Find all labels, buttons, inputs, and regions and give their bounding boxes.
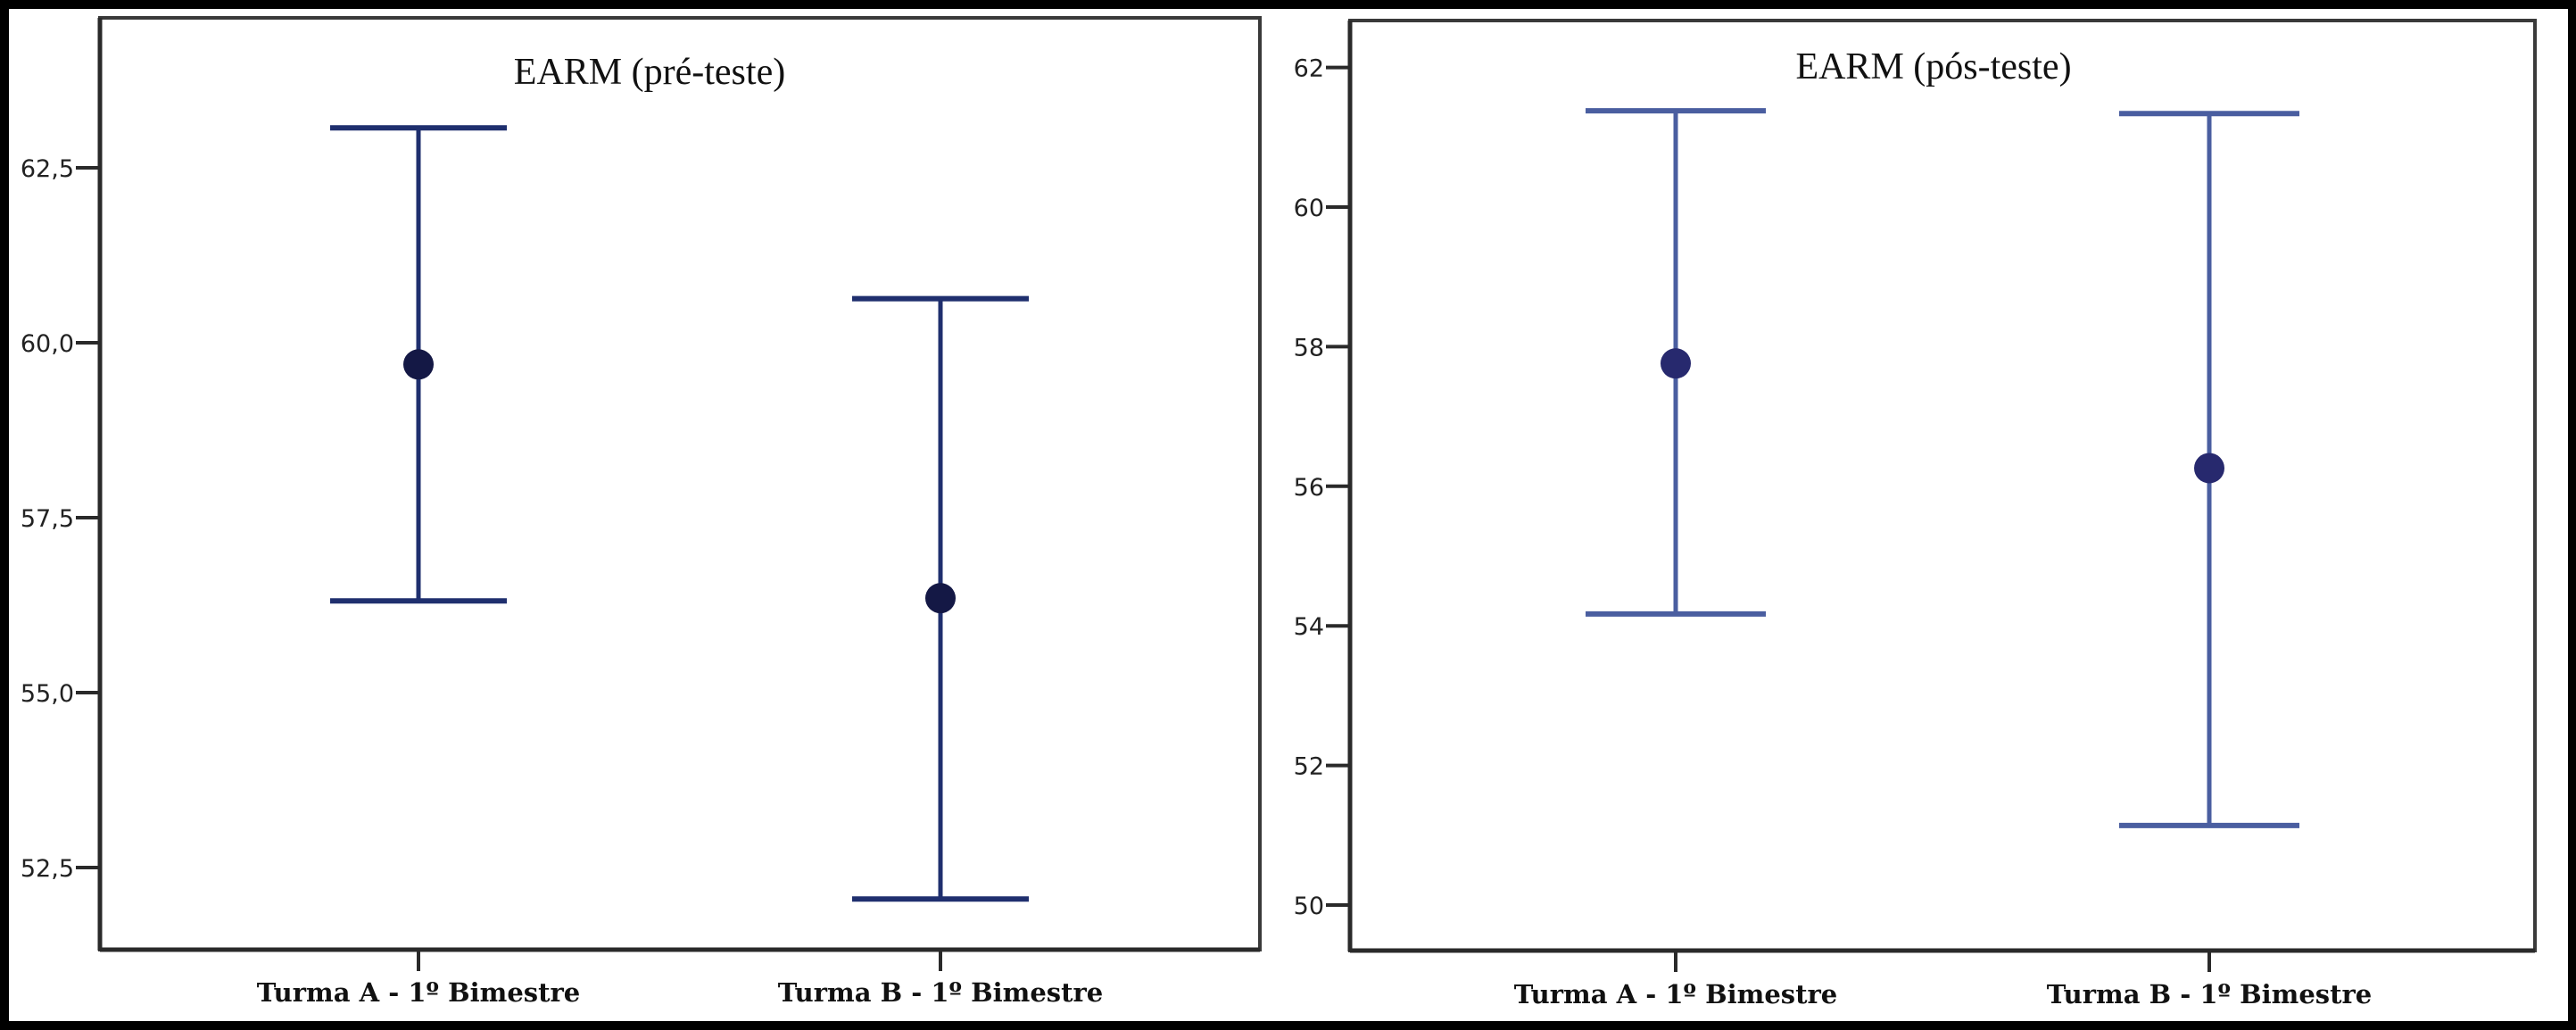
error-bars	[1586, 108, 2299, 828]
chart-post-test: EARM (pós-teste) 50 52 54 56 58 60 62 Turma A …	[1294, 19, 2537, 1009]
y-tick-label: 62,5	[21, 155, 74, 183]
error-bar-group	[1586, 108, 1766, 617]
y-tick-label: 55,0	[21, 680, 74, 708]
mean-marker	[403, 349, 434, 380]
x-axis-ticks: Turma A - 1º Bimestre Turma B - 1º Bimest…	[257, 950, 1103, 1008]
figure-background	[9, 9, 2568, 1021]
chart-pre-test: EARM (pré-teste) 52,5 55,0 57,5 60,0 62,5 Tu…	[21, 16, 1262, 1008]
error-bar-group	[852, 295, 1029, 902]
y-tick-label: 56	[1294, 474, 1324, 502]
x-tick-label: Turma A - 1º Bimestre	[1514, 979, 1837, 1009]
chart-title: EARM (pré-teste)	[514, 52, 785, 93]
y-tick-label: 60	[1294, 195, 1324, 222]
x-tick-label: Turma A - 1º Bimestre	[257, 977, 580, 1008]
y-tick-label: 50	[1294, 893, 1324, 920]
y-tick-label: 52,5	[21, 855, 74, 883]
error-bar-group	[2119, 111, 2299, 828]
y-tick-label: 60,0	[21, 330, 74, 358]
y-tick-label: 62	[1294, 55, 1324, 83]
x-tick-label: Turma B - 1º Bimestre	[778, 977, 1103, 1008]
error-bars	[330, 125, 1029, 902]
y-axis-ticks: 50 52 54 56 58 60 62	[1294, 55, 1350, 920]
mean-marker	[925, 583, 956, 614]
y-axis-ticks: 52,5 55,0 57,5 60,0 62,5	[21, 155, 100, 883]
x-axis-ticks: Turma A - 1º Bimestre Turma B - 1º Bimest…	[1514, 951, 2372, 1009]
chart-title: EARM (pós-teste)	[1795, 46, 2071, 87]
error-bar-group	[330, 125, 507, 604]
x-tick-label: Turma B - 1º Bimestre	[2047, 979, 2372, 1009]
y-tick-label: 57,5	[21, 505, 74, 533]
y-tick-label: 52	[1294, 753, 1324, 781]
y-tick-label: 54	[1294, 613, 1324, 641]
mean-marker	[2194, 453, 2224, 484]
mean-marker	[1661, 348, 1691, 379]
y-tick-label: 58	[1294, 334, 1324, 361]
